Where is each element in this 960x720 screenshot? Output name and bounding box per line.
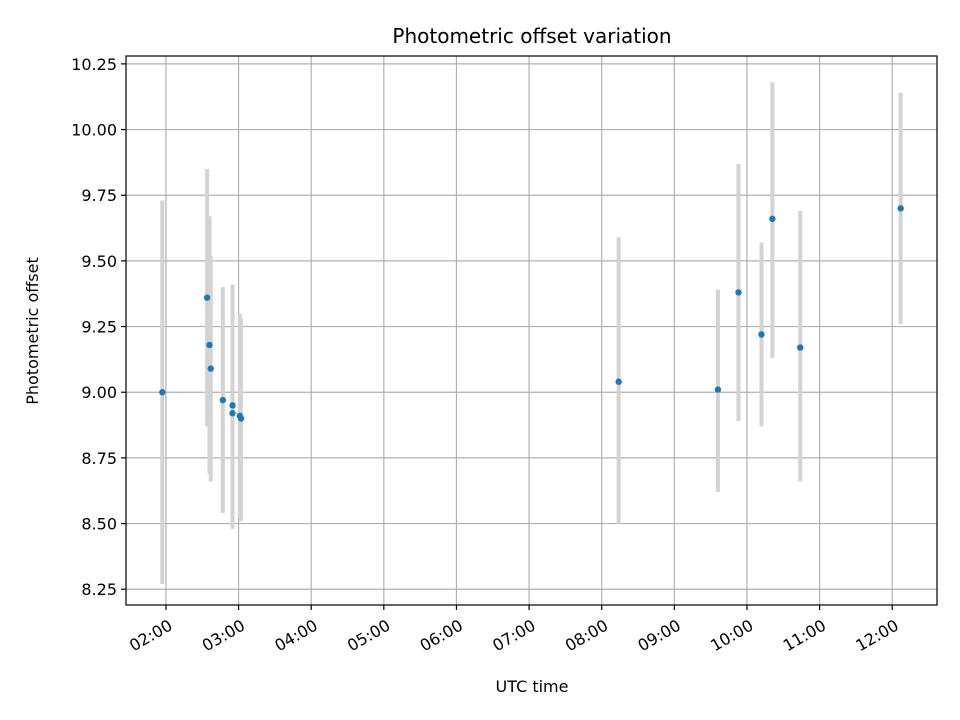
data-point: [797, 344, 804, 351]
y-tick-label: 9.50: [81, 252, 117, 271]
y-axis-label: Photometric offset: [23, 257, 42, 405]
data-point: [615, 378, 622, 385]
grid: [126, 56, 937, 605]
x-tick-label: 06:00: [417, 616, 466, 656]
data-point: [229, 410, 236, 417]
error-bars: [160, 82, 903, 584]
x-tick-label: 11:00: [780, 616, 829, 656]
plot-frame: [125, 55, 938, 606]
x-tick-label: 12:00: [852, 616, 901, 656]
x-axis-label: UTC time: [496, 677, 569, 696]
y-tick-label: 9.25: [81, 318, 117, 337]
y-tick-label: 10.25: [71, 55, 117, 74]
x-tick-label: 10:00: [707, 616, 756, 656]
y-tick-label: 8.25: [81, 580, 117, 599]
data-point: [159, 389, 166, 396]
data-point: [714, 386, 722, 393]
data-point: [206, 341, 213, 349]
x-tick-label: 02:00: [126, 616, 175, 656]
data-point: [758, 331, 765, 338]
data-point: [219, 396, 227, 404]
data-point: [229, 402, 236, 409]
x-tick-label: 08:00: [562, 616, 611, 656]
y-axis-ticks: 8.25 8.50 8.75 9.00 9.25 9.50 9.75 10.00 10.25: [71, 55, 126, 599]
data-points: [159, 205, 904, 422]
x-axis-ticks: 02:00 03:00 04:00 05:00 06:00 07:00 08:00 09:00…: [126, 605, 902, 655]
y-tick-label: 9.75: [81, 186, 117, 205]
y-tick-label: 8.50: [81, 515, 117, 534]
x-tick-label: 09:00: [635, 616, 684, 656]
y-tick-label: 9.00: [81, 383, 117, 402]
data-point: [897, 205, 904, 212]
x-tick-label: 03:00: [199, 616, 248, 656]
y-tick-label: 8.75: [81, 449, 117, 468]
x-tick-label: 05:00: [344, 616, 393, 656]
chart-title: Photometric offset variation: [392, 24, 671, 48]
y-tick-label: 10.00: [71, 121, 117, 140]
data-point: [735, 289, 742, 296]
data-point: [769, 215, 776, 223]
x-tick-label: 07:00: [489, 616, 538, 656]
data-point: [203, 294, 211, 301]
data-point: [207, 365, 214, 372]
x-tick-label: 04:00: [271, 616, 320, 656]
data-point: [237, 415, 245, 422]
